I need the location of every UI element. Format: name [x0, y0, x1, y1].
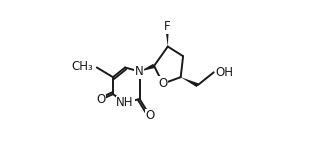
Polygon shape — [165, 26, 169, 47]
Polygon shape — [140, 64, 155, 72]
Polygon shape — [181, 77, 198, 87]
Text: CH₃: CH₃ — [72, 60, 94, 73]
Text: F: F — [164, 20, 170, 33]
Text: O: O — [96, 93, 105, 106]
Text: OH: OH — [215, 66, 233, 79]
Text: N: N — [134, 65, 143, 78]
Text: O: O — [158, 77, 167, 90]
Text: O: O — [146, 109, 155, 122]
Text: NH: NH — [116, 96, 134, 109]
